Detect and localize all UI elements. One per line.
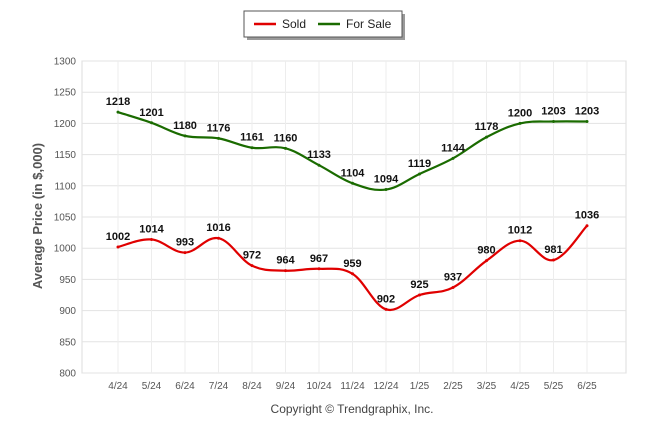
x-tick-label: 7/24 [209, 381, 229, 392]
data-labels: 1002 1014 993 1016 972 964 967 959 902 925 937 980 1… [106, 96, 599, 305]
data-point-sold [284, 269, 287, 273]
x-tick-label: 4/25 [510, 381, 530, 392]
data-label-for-sale: 1119 [408, 158, 431, 170]
x-tick-label: 2/25 [443, 381, 463, 392]
y-tick-label: 1050 [54, 213, 77, 224]
data-label-for-sale: 1161 [240, 132, 264, 144]
data-label-for-sale: 1144 [441, 142, 466, 154]
data-point-sold [351, 272, 354, 276]
legend-label-for-sale: For Sale [346, 17, 392, 31]
data-label-for-sale: 1218 [106, 96, 130, 108]
data-point-for-sale [518, 121, 522, 125]
data-point-sold [585, 224, 589, 228]
y-tick-label: 900 [59, 306, 76, 317]
data-point-sold [451, 286, 455, 290]
data-point-sold [116, 245, 120, 249]
data-point-sold [552, 258, 555, 262]
data-label-for-sale: 1178 [475, 121, 499, 133]
x-tick-label: 12/24 [373, 381, 398, 392]
data-point-sold [485, 259, 488, 263]
copyright-footer: Copyright © Trendgraphix, Inc. [271, 402, 434, 416]
data-point-sold [150, 237, 153, 241]
data-label-sold: 902 [377, 293, 395, 305]
data-label-sold: 1016 [206, 222, 230, 234]
data-label-sold: 972 [243, 250, 261, 262]
data-label-for-sale: 1180 [173, 120, 197, 132]
data-point-sold [384, 307, 388, 311]
data-point-sold [317, 267, 321, 271]
y-axis-ticks: 800 850 900 950 1000 1050 1100 1150 1200 1250 1300 [54, 57, 77, 380]
data-label-for-sale: 1160 [274, 132, 298, 144]
legend-label-sold: Sold [282, 17, 306, 31]
y-tick-label: 950 [59, 275, 76, 286]
x-tick-label: 3/25 [477, 381, 497, 392]
data-point-for-sale [451, 156, 455, 160]
y-tick-label: 850 [59, 337, 76, 348]
x-tick-label: 9/24 [276, 381, 296, 392]
data-point-for-sale [585, 120, 589, 124]
data-label-for-sale: 1203 [541, 106, 565, 118]
x-tick-label: 11/24 [340, 381, 365, 392]
y-tick-label: 1150 [54, 150, 76, 161]
data-point-for-sale [384, 188, 388, 192]
y-tick-label: 1200 [54, 119, 77, 130]
data-label-sold: 964 [276, 255, 295, 267]
data-label-for-sale: 1200 [508, 107, 532, 119]
data-label-sold: 1036 [575, 210, 599, 222]
series-lines [116, 110, 589, 312]
data-label-sold: 1012 [508, 225, 532, 237]
data-point-sold [518, 239, 522, 243]
data-point-sold [183, 251, 187, 255]
data-label-for-sale: 1201 [139, 107, 163, 119]
data-point-for-sale [250, 146, 254, 150]
x-tick-label: 4/24 [108, 381, 128, 392]
data-label-sold: 967 [310, 253, 328, 265]
y-tick-label: 1300 [54, 57, 77, 68]
y-tick-label: 1000 [54, 244, 77, 255]
data-label-for-sale: 1133 [307, 149, 331, 161]
data-label-sold: 959 [343, 258, 361, 270]
y-axis-label: Average Price (in $,000) [30, 143, 45, 289]
data-label-sold: 1002 [106, 231, 130, 243]
data-point-sold [250, 264, 254, 268]
data-point-for-sale [418, 172, 421, 176]
data-label-sold: 981 [544, 244, 562, 256]
x-tick-label: 1/25 [410, 381, 430, 392]
data-point-for-sale [217, 136, 220, 140]
data-point-for-sale [351, 181, 354, 185]
data-point-for-sale [317, 163, 321, 167]
data-label-for-sale: 1094 [374, 174, 399, 186]
x-tick-label: 6/25 [577, 381, 597, 392]
data-point-for-sale [284, 146, 287, 150]
y-tick-label: 1100 [54, 181, 76, 192]
data-point-for-sale [150, 121, 153, 125]
data-point-for-sale [116, 110, 120, 114]
data-point-sold [217, 236, 220, 240]
data-label-sold: 980 [477, 245, 495, 257]
data-point-for-sale [183, 134, 187, 138]
data-label-sold: 937 [444, 272, 462, 284]
data-label-sold: 993 [176, 237, 194, 249]
x-tick-label: 5/24 [142, 381, 162, 392]
x-axis-ticks: 4/24 5/24 6/24 7/24 8/24 9/24 10/24 11/24 12/24 1… [108, 381, 597, 392]
y-tick-label: 1250 [54, 88, 77, 99]
data-label-for-sale: 1104 [341, 167, 366, 179]
data-point-for-sale [485, 135, 488, 139]
data-label-for-sale: 1176 [207, 122, 231, 134]
data-label-sold: 925 [410, 279, 428, 291]
legend: Sold For Sale [243, 10, 405, 40]
data-point-for-sale [552, 120, 555, 124]
data-label-for-sale: 1203 [575, 106, 599, 118]
x-tick-label: 8/24 [242, 381, 262, 392]
x-tick-label: 6/24 [175, 381, 195, 392]
data-label-sold: 1014 [139, 223, 164, 235]
x-tick-label: 10/24 [306, 381, 331, 392]
x-tick-label: 5/25 [544, 381, 564, 392]
y-tick-label: 800 [59, 369, 76, 380]
data-point-sold [418, 293, 421, 297]
